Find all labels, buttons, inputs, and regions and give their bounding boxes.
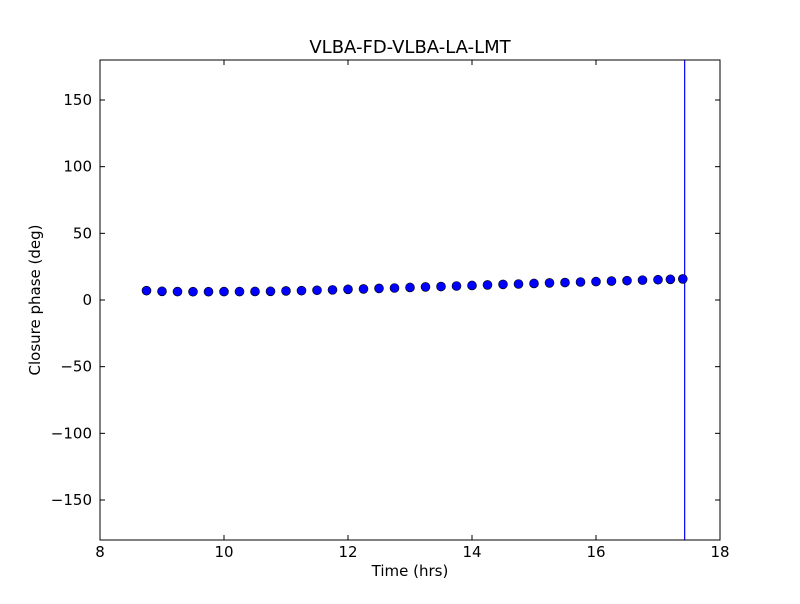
x-tick-label: 16 [586,543,605,561]
data-point [467,280,477,291]
data-point [606,276,617,286]
data-point [482,280,493,290]
data-point [622,275,632,286]
data-point [544,278,555,288]
data-point [513,279,524,289]
data-point [250,286,260,297]
x-tick-label: 14 [462,543,481,561]
y-tick-label: −50 [60,358,92,376]
data-point [219,286,229,297]
y-tick-label: 100 [63,158,92,176]
data-point [677,274,688,284]
data-point [405,282,415,293]
y-tick-label: −100 [51,424,92,442]
y-tick-label: 0 [82,291,92,309]
x-tick-label: 12 [338,543,357,561]
data-point [420,282,431,292]
data-point [172,286,183,297]
x-tick-label: 18 [710,543,729,561]
data-point [296,285,307,296]
data-point [203,286,214,297]
x-axis-label: Time (hrs) [371,562,449,580]
data-point [498,279,508,290]
data-point [358,284,369,294]
data-point [451,281,462,291]
data-point [327,285,338,295]
x-tick-label: 8 [95,543,105,561]
data-point [637,275,648,285]
y-tick-label: 50 [73,224,92,242]
data-point [343,284,353,295]
data-point [529,278,539,289]
data-point [436,281,446,292]
data-point [575,277,586,287]
data-point [560,277,570,288]
data-point [389,283,400,293]
data-point [141,285,152,296]
data-point [312,285,322,296]
y-tick-label: −150 [51,491,92,509]
y-tick-label: 150 [63,91,92,109]
y-axis-label: Closure phase (deg) [26,225,44,376]
plot-area [99,59,721,541]
data-point [157,286,167,297]
data-point [234,286,245,297]
data-point [265,286,276,297]
data-point [591,276,601,287]
data-point [665,274,676,285]
data-point [653,274,663,285]
data-point [374,283,384,294]
x-tick-label: 10 [214,543,233,561]
plot-frame [99,59,721,541]
data-point [281,286,291,296]
chart-title: VLBA-FD-VLBA-LA-LMT [309,37,511,58]
data-point [188,286,198,297]
